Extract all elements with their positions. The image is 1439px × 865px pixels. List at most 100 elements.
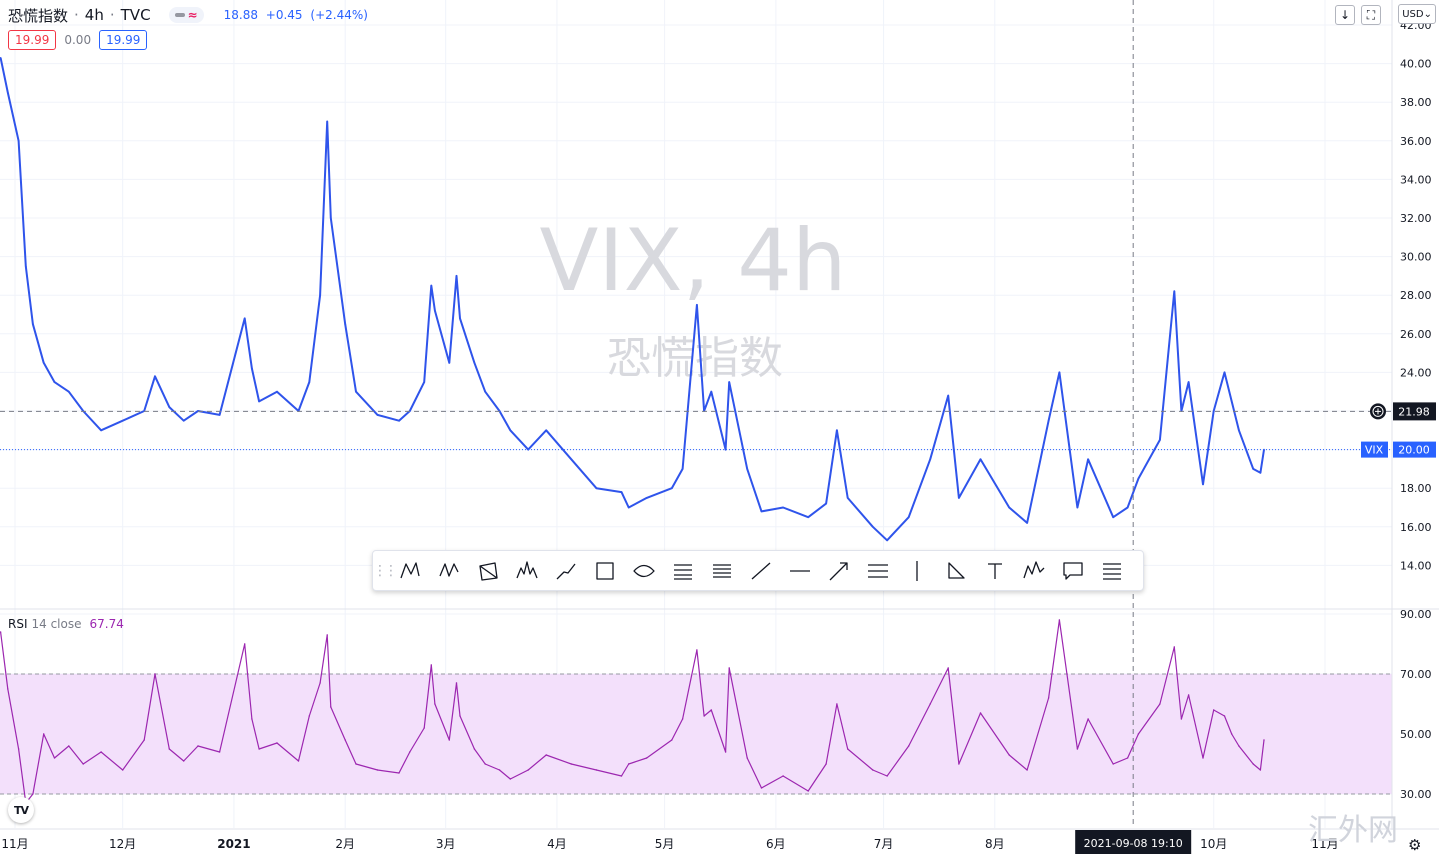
tradingview-logo[interactable]: TV	[8, 797, 34, 823]
rsi-legend[interactable]: RSI 14 close 67.74	[8, 617, 124, 631]
vix-price-point	[258, 400, 260, 403]
rsi-point	[1223, 715, 1226, 717]
vix-price-point	[53, 381, 56, 383]
vix-price-point	[0, 57, 2, 59]
vix-price-point	[846, 497, 849, 499]
rsi-point	[836, 703, 838, 705]
interval-label[interactable]: 4h	[84, 6, 104, 24]
vix-price-point	[545, 429, 547, 432]
rsi-value: 67.74	[89, 617, 124, 631]
rsi-tick-label: 90.00	[1400, 608, 1432, 621]
rsi-point	[143, 739, 145, 741]
callout-icon-path	[1062, 561, 1083, 580]
price-tick-label: 30.00	[1400, 251, 1432, 264]
rsi-point	[886, 775, 888, 777]
xabcd-pattern-icon-glyph	[399, 561, 420, 578]
elliott-wave-icon-glyph	[1022, 560, 1044, 578]
vertical-line-icon-glyph	[915, 560, 918, 581]
drag-handle-icon[interactable]: ⋮⋮	[373, 562, 398, 579]
rsi-tick-label: 30.00	[1400, 788, 1432, 801]
symbol-tag: VIX	[1365, 444, 1384, 457]
text-icon-path	[987, 562, 1002, 579]
rsi-point	[696, 649, 698, 651]
drawing-toolbar[interactable]: ⋮⋮	[372, 550, 1144, 591]
minus-icon	[174, 13, 185, 17]
head-shoulders-icon[interactable]	[508, 556, 545, 586]
fib-extension-icon[interactable]	[703, 556, 740, 586]
vix-price-point	[681, 468, 684, 470]
crosshair-price-bg	[1393, 402, 1436, 421]
text-icon[interactable]	[976, 556, 1013, 586]
fib-channel-icon-glyph	[1102, 562, 1121, 580]
rsi-point	[82, 763, 84, 765]
chevron-down-icon: ⌄	[1423, 8, 1432, 20]
fib-retracement-icon[interactable]	[664, 556, 701, 586]
rsi-point	[326, 634, 328, 636]
rsi-point	[570, 763, 572, 765]
rsi-point	[908, 745, 910, 747]
vix-price-point	[645, 497, 648, 499]
rsi-tick-label: 70.00	[1400, 668, 1432, 681]
xabcd-pattern-icon[interactable]	[391, 556, 428, 586]
horizontal-line-icon[interactable]	[781, 556, 818, 586]
abcd-pattern-icon[interactable]	[469, 556, 506, 586]
status-pills[interactable]: ≈	[168, 7, 204, 23]
trend-line-icon[interactable]	[742, 556, 779, 586]
ellipse-icon[interactable]	[625, 556, 662, 586]
top-right-controls: ↓ ⛶	[1335, 5, 1381, 25]
vix-price-point	[448, 362, 451, 364]
fib-channel-icon[interactable]	[1093, 556, 1130, 586]
gear-icon[interactable]: ⚙	[1408, 836, 1422, 854]
cypher-pattern-icon[interactable]	[430, 556, 467, 586]
symbol-tag-bg	[1361, 441, 1388, 458]
vix-price-point	[25, 265, 27, 268]
time-tick-label: 8月	[985, 837, 1005, 851]
vix-price-point	[1137, 477, 1140, 480]
vix-price-point	[423, 381, 426, 383]
arrow-down-icon[interactable]: ↓	[1335, 5, 1355, 25]
crosshair-time-bg	[1075, 830, 1192, 854]
fib-extension-icon-glyph	[712, 563, 731, 578]
rsi-point	[1008, 754, 1010, 756]
vertical-line-icon[interactable]	[898, 556, 935, 586]
trend-line-icon-glyph	[751, 562, 770, 579]
parallel-channel-icon[interactable]	[859, 556, 896, 586]
vix-price-point	[1202, 483, 1204, 486]
rsi-point	[929, 703, 931, 705]
vix-price-point	[344, 323, 347, 326]
vix-price-point	[319, 294, 321, 297]
price-change: +0.45	[265, 8, 303, 22]
site-watermark: 汇外网	[1308, 813, 1398, 848]
rsi-point	[308, 715, 310, 717]
vix-price-point	[807, 516, 809, 518]
plus-circle-ring	[1372, 405, 1384, 417]
symbol-name[interactable]: 恐慌指数	[8, 6, 69, 25]
rsi-point	[724, 751, 727, 753]
vix-price-point	[886, 539, 888, 542]
triangle-icon[interactable]	[937, 556, 974, 586]
arrow-icon[interactable]	[820, 556, 857, 586]
currency-select[interactable]: USD ⌄	[1398, 4, 1436, 24]
rsi-point	[1252, 763, 1254, 765]
elliott-wave-icon[interactable]	[1015, 556, 1052, 586]
vix-price-point	[243, 317, 246, 320]
abcd-pattern-icon-glyph	[478, 561, 498, 581]
sell-price-box[interactable]: 19.99	[8, 30, 57, 50]
triangle-icon-path	[947, 561, 965, 579]
fullscreen-icon[interactable]: ⛶	[1361, 5, 1381, 25]
elliott-wave-icon-path	[1022, 560, 1044, 578]
vix-price-point	[1008, 506, 1010, 509]
vix-price-point	[1076, 506, 1079, 509]
vix-price-point	[434, 309, 436, 312]
callout-icon[interactable]	[1054, 556, 1091, 586]
rectangle-icon[interactable]	[586, 556, 623, 586]
path-icon[interactable]	[547, 556, 584, 586]
rsi-point	[168, 748, 170, 750]
rsi-line	[0, 619, 1265, 804]
time-tick-label: 4月	[547, 837, 567, 851]
abcd-pattern-icon-path	[478, 561, 498, 581]
buy-price-box[interactable]: 19.99	[99, 30, 148, 50]
vix-price-point	[32, 323, 34, 326]
